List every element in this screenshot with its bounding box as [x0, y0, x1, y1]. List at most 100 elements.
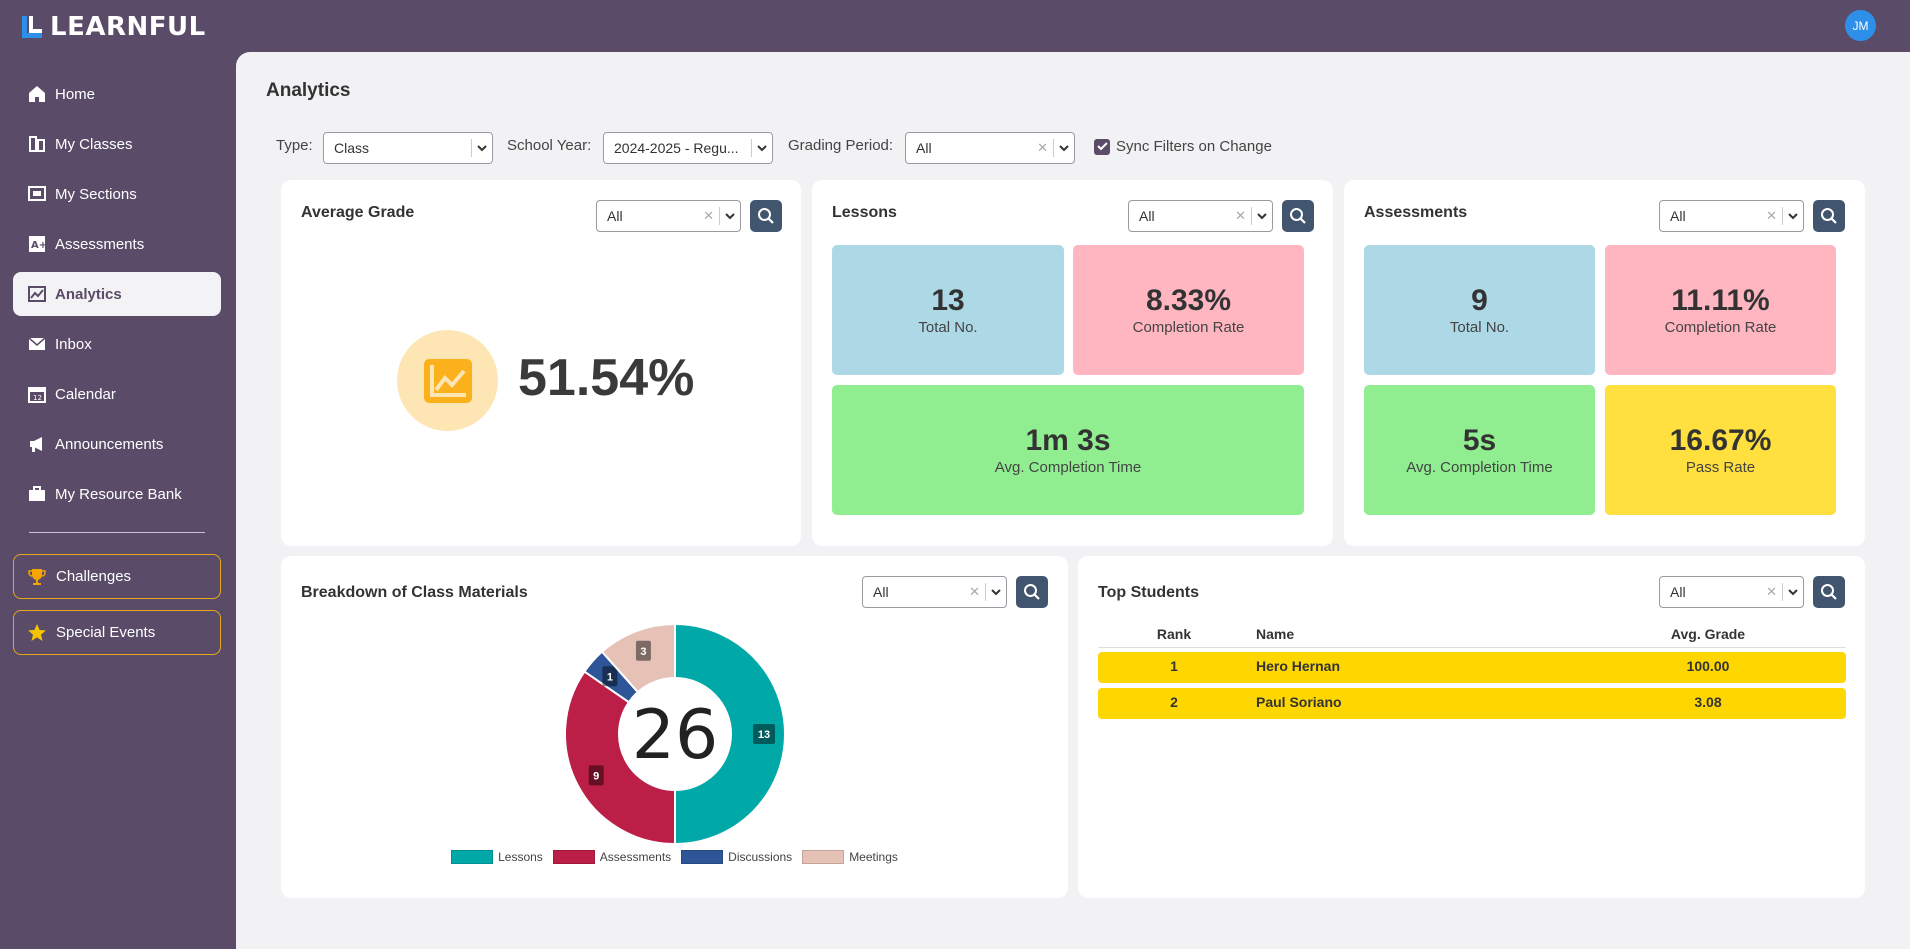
- clear-icon[interactable]: ✕: [1037, 140, 1048, 155]
- sidebar-item-label: My Sections: [55, 185, 137, 203]
- filter-value: All: [1139, 208, 1155, 224]
- filter-value: All: [1670, 208, 1686, 224]
- table-header: Rank Name Avg. Grade: [1098, 620, 1846, 648]
- assessments-filter[interactable]: All ✕: [1659, 200, 1804, 232]
- lessons-completion-stat: 8.33% Completion Rate: [1073, 245, 1304, 375]
- legend-item-meetings[interactable]: Meetings: [802, 850, 898, 864]
- clear-icon[interactable]: ✕: [1766, 208, 1777, 223]
- sidebar-item-announcements[interactable]: Announcements: [13, 422, 221, 466]
- select-separator: [719, 207, 720, 225]
- inbox-icon: [27, 334, 47, 354]
- assessments-pass-rate-stat: 16.67% Pass Rate: [1605, 385, 1836, 515]
- svg-text:12: 12: [33, 394, 42, 402]
- lessons-title: Lessons: [832, 204, 897, 221]
- sidebar-item-label: Analytics: [55, 285, 122, 303]
- slice-data-label: 3: [635, 640, 651, 661]
- breakdown-filter[interactable]: All ✕: [862, 576, 1007, 608]
- school-year-label: School Year:: [507, 137, 592, 154]
- stat-label: Avg. Completion Time: [994, 459, 1142, 476]
- svg-text:9: 9: [593, 770, 599, 782]
- type-select-value: Class: [334, 140, 370, 156]
- assessments-completion-stat: 11.11% Completion Rate: [1605, 245, 1836, 375]
- select-separator: [751, 139, 752, 157]
- donut-slice-lessons[interactable]: [674, 622, 786, 846]
- user-avatar[interactable]: JM: [1845, 10, 1876, 41]
- sidebar-item-my-classes[interactable]: My Classes: [13, 122, 221, 166]
- lessons-total-stat: 13 Total No.: [832, 245, 1064, 375]
- stat-label: Completion Rate: [1664, 319, 1777, 336]
- page-title: Analytics: [266, 80, 351, 101]
- donut-center-total: 26: [632, 696, 719, 775]
- type-select[interactable]: Class: [323, 132, 493, 164]
- stat-value: 1m 3s: [1025, 424, 1111, 457]
- filter-value: All: [607, 208, 623, 224]
- average-grade-filter[interactable]: All ✕: [596, 200, 741, 232]
- chevron-down-icon[interactable]: [1054, 144, 1074, 152]
- sidebar-item-calendar[interactable]: 12 Calendar: [13, 372, 221, 416]
- legend-item-discussions[interactable]: Discussions: [681, 850, 792, 864]
- stat-label: Pass Rate: [1685, 459, 1756, 476]
- lessons-filter[interactable]: All ✕: [1128, 200, 1273, 232]
- stat-value: 11.11%: [1671, 284, 1770, 317]
- calendar-icon: 12: [27, 384, 47, 404]
- grade-chart-badge: [397, 330, 498, 431]
- chevron-down-icon[interactable]: [1783, 212, 1803, 220]
- average-grade-title: Average Grade: [301, 204, 415, 221]
- main-content: Analytics Type: Class School Year: 2024-…: [236, 52, 1910, 949]
- clear-icon[interactable]: ✕: [703, 208, 714, 223]
- grading-period-label: Grading Period:: [788, 137, 894, 154]
- sync-filters-checkbox[interactable]: Sync Filters on Change: [1094, 138, 1272, 155]
- table-row[interactable]: 1 Hero Hernan 100.00: [1098, 652, 1846, 683]
- chevron-down-icon[interactable]: [1252, 212, 1272, 220]
- chevron-down-icon[interactable]: [1783, 588, 1803, 596]
- app-name: LEARNFUL: [50, 12, 206, 42]
- donut-slice-meetings[interactable]: [600, 622, 676, 694]
- column-header-grade: Avg. Grade: [1670, 626, 1746, 642]
- top-students-filter[interactable]: All ✕: [1659, 576, 1804, 608]
- challenges-button[interactable]: Challenges: [13, 554, 221, 599]
- sidebar-item-assessments[interactable]: A+ Assessments: [13, 222, 221, 266]
- donut-slice-assessments[interactable]: [564, 670, 676, 846]
- search-icon: [1821, 584, 1837, 600]
- school-year-select[interactable]: 2024-2025 - Regu...: [603, 132, 773, 164]
- search-button[interactable]: [1016, 576, 1048, 608]
- chevron-down-icon[interactable]: [752, 144, 772, 152]
- rank-cell: 1: [1170, 658, 1178, 674]
- search-icon: [1290, 208, 1306, 224]
- special-events-button[interactable]: Special Events: [13, 610, 221, 655]
- sidebar-item-inbox[interactable]: Inbox: [13, 322, 221, 366]
- sidebar-item-my-resource-bank[interactable]: My Resource Bank: [13, 472, 221, 516]
- legend-item-assessments[interactable]: Assessments: [552, 850, 671, 864]
- legend-item-lessons[interactable]: Lessons: [451, 850, 543, 864]
- logo-icon: [22, 16, 42, 38]
- sidebar-item-analytics[interactable]: Analytics: [13, 272, 221, 316]
- clear-icon[interactable]: ✕: [1766, 584, 1777, 599]
- top-students-title: Top Students: [1098, 584, 1200, 601]
- grade-cell: 3.08: [1694, 694, 1722, 710]
- clear-icon[interactable]: ✕: [1235, 208, 1246, 223]
- sidebar: Home My Classes My Sections A+ Assessmen…: [0, 52, 236, 949]
- lessons-card: Lessons All ✕ 13 Total No. 8.33% Complet…: [812, 180, 1333, 546]
- search-button[interactable]: [750, 200, 782, 232]
- svg-text:3: 3: [640, 646, 646, 658]
- search-button[interactable]: [1282, 200, 1314, 232]
- top-students-card: Top Students All ✕ Rank Name Avg. Grade …: [1078, 556, 1865, 898]
- clear-icon[interactable]: ✕: [969, 584, 980, 599]
- sidebar-divider: [29, 532, 205, 533]
- stat-value: 9: [1471, 284, 1488, 317]
- checkbox-checked-icon[interactable]: [1094, 138, 1110, 155]
- chevron-down-icon[interactable]: [720, 212, 740, 220]
- special-label: Challenges: [56, 568, 132, 585]
- assessments-icon: A+: [27, 234, 47, 254]
- search-button[interactable]: [1813, 576, 1845, 608]
- table-row[interactable]: 2 Paul Soriano 3.08: [1098, 688, 1846, 719]
- chevron-down-icon[interactable]: [472, 144, 492, 152]
- search-button[interactable]: [1813, 200, 1845, 232]
- sidebar-item-my-sections[interactable]: My Sections: [13, 172, 221, 216]
- chevron-down-icon[interactable]: [986, 588, 1006, 596]
- stat-label: Avg. Completion Time: [1406, 459, 1553, 476]
- grading-period-select[interactable]: All ✕: [905, 132, 1075, 164]
- app-logo[interactable]: LEARNFUL: [20, 12, 206, 42]
- briefcase-icon: [27, 484, 47, 504]
- sidebar-item-home[interactable]: Home: [13, 72, 221, 116]
